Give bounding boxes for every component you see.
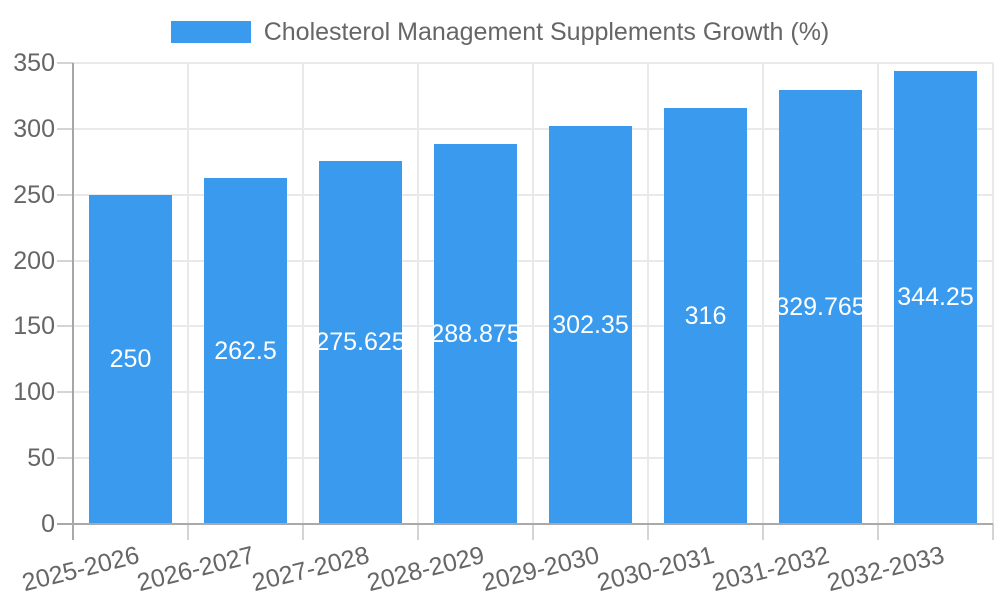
- bar-2026-2027: [204, 178, 287, 524]
- y-tick-label: 50: [27, 444, 55, 473]
- x-tick-mark: [877, 524, 879, 540]
- y-tick-label: 200: [13, 246, 55, 275]
- legend-item[interactable]: Cholesterol Management Supplements Growt…: [170, 18, 830, 46]
- x-tick-mark: [992, 524, 994, 540]
- bar-2028-2029: [434, 143, 517, 524]
- y-tick-label: 150: [13, 312, 55, 341]
- legend-label: Cholesterol Management Supplements Growt…: [263, 18, 830, 46]
- x-tick-mark: [647, 524, 649, 540]
- gridline-x-7: [877, 63, 879, 524]
- gridline-x-3: [417, 63, 419, 524]
- y-axis-line: [72, 63, 74, 524]
- x-tick-mark: [187, 524, 189, 540]
- x-tick-label: 2026-2027: [134, 541, 258, 598]
- y-tick-label: 100: [13, 378, 55, 407]
- x-tick-label: 2025-2026: [19, 541, 143, 598]
- bar-2025-2026: [89, 194, 172, 524]
- x-tick-mark: [532, 524, 534, 540]
- legend-swatch-icon: [170, 21, 251, 43]
- y-tick-label: 250: [13, 180, 55, 209]
- y-tick-label: 350: [13, 49, 55, 77]
- bar-2032-2033: [894, 70, 977, 524]
- y-tick-mark: [57, 62, 73, 64]
- gridline-x-8: [992, 63, 994, 524]
- gridline-x-2: [302, 63, 304, 524]
- bar-value-label: 250: [109, 345, 152, 374]
- x-tick-label: 2027-2028: [249, 541, 373, 598]
- y-tick-mark: [57, 523, 73, 525]
- chart-legend: Cholesterol Management Supplements Growt…: [0, 19, 1000, 45]
- bar-2029-2030: [549, 125, 632, 524]
- bar-value-label: 288.875: [430, 319, 521, 348]
- bar-value-label: 316: [684, 301, 727, 330]
- x-tick-label: 2031-2032: [709, 541, 833, 598]
- y-tick-mark: [57, 391, 73, 394]
- x-tick-mark: [302, 524, 304, 540]
- x-tick-label: 2028-2029: [364, 541, 488, 598]
- gridline-x-4: [532, 63, 534, 524]
- y-tick-mark: [57, 325, 73, 328]
- bar-value-label: 344.25: [897, 283, 974, 312]
- bar-value-label: 275.625: [315, 328, 406, 357]
- bar-2031-2032: [779, 89, 862, 524]
- y-tick-label: 0: [41, 510, 55, 538]
- bar-2030-2031: [664, 107, 747, 524]
- gridline-x-5: [647, 63, 649, 524]
- bar-value-label: 329.765: [775, 292, 866, 321]
- x-tick-label: 2030-2031: [594, 541, 718, 598]
- gridline-x-6: [762, 63, 764, 524]
- y-tick-mark: [57, 259, 73, 262]
- bar-2027-2028: [319, 160, 402, 524]
- x-tick-mark: [762, 524, 764, 540]
- y-tick-mark: [57, 127, 73, 130]
- x-tick-label: 2029-2030: [479, 541, 603, 598]
- y-tick-label: 300: [13, 114, 55, 143]
- y-tick-mark: [57, 193, 73, 196]
- y-tick-mark: [57, 457, 73, 460]
- x-tick-mark: [72, 524, 74, 540]
- bar-value-label: 302.35: [552, 310, 629, 339]
- gridline-x-1: [187, 63, 189, 524]
- x-axis-line: [73, 523, 993, 525]
- x-tick-mark: [417, 524, 419, 540]
- x-tick-label: 2032-2033: [824, 541, 948, 598]
- bar-value-label: 262.5: [214, 337, 277, 366]
